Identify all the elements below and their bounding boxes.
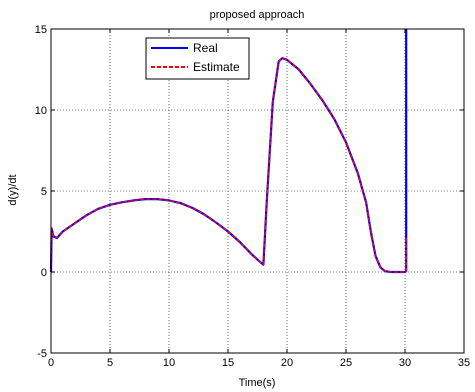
x-tick-label: 10 (163, 357, 175, 369)
legend-label-estimate: Estimate (193, 60, 240, 74)
y-tick-label: 5 (41, 186, 47, 198)
y-tick-label: 15 (35, 24, 47, 36)
legend: Real Estimate (145, 37, 250, 80)
x-axis-label: Time(s) (239, 377, 276, 389)
plot-lines (49, 29, 408, 274)
y-tick-label: 0 (41, 267, 47, 279)
y-axis-label: d(y)/dt (7, 174, 19, 205)
chart-title: proposed approach (210, 9, 305, 21)
x-tick-label: 25 (340, 357, 352, 369)
y-tick-label: -5 (37, 348, 47, 360)
x-tick-label: 0 (48, 357, 54, 369)
grid (50, 28, 465, 354)
x-tick-label: 35 (458, 357, 470, 369)
series-line-estimate (50, 57, 407, 273)
x-tick-label: 20 (281, 357, 293, 369)
legend-label-real: Real (193, 41, 218, 55)
legend-box (145, 37, 250, 80)
x-tick-label: 30 (399, 357, 411, 369)
y-tick-label: 10 (35, 105, 47, 117)
x-tick-label: 5 (107, 357, 113, 369)
x-tick-label: 15 (222, 357, 234, 369)
